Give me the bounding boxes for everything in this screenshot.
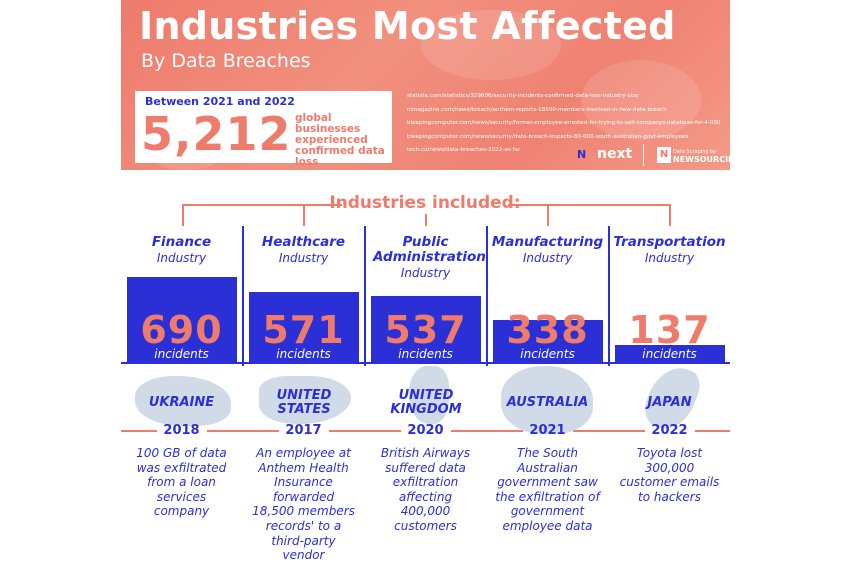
stat-label: Between 2021 and 2022 (145, 95, 295, 108)
incident-description: 100 GB of data was exfiltrated from a lo… (136, 446, 227, 519)
bracket-line (182, 204, 342, 206)
country-name: UKRAINE (148, 395, 215, 410)
stat-box: Between 2021 and 2022 5,212 global busin… (135, 91, 392, 168)
incident-count: 690 (140, 308, 223, 352)
bar-baseline (121, 362, 730, 364)
column-separator (486, 226, 488, 366)
industry-sub: Industry (522, 251, 573, 265)
incident-year: 2021 (529, 423, 566, 438)
incident-label: incidents (520, 347, 575, 361)
incident-year: 2017 (285, 423, 322, 438)
incident-bar (249, 292, 359, 362)
header-banner: Industries Most Affected By Data Breache… (121, 0, 730, 170)
ukraine-map-icon (135, 376, 231, 426)
sources-list: statista.com/statistics/329606/security-… (407, 90, 721, 158)
newsourcing-logo-icon: N (657, 147, 671, 163)
incident-year: 2018 (163, 423, 200, 438)
bracket-tick (425, 214, 427, 226)
industry-sub: Industry (156, 251, 207, 265)
incident-count: 571 (262, 308, 345, 352)
logo-divider (643, 144, 644, 166)
incident-count: 338 (506, 308, 589, 352)
industry-column-manufacturing: Manufacturing Industry 338 incidents AUS… (487, 226, 608, 560)
industry-column-transportation: Transportation Industry 137 incidents JA… (609, 226, 730, 560)
bracket-line (508, 204, 670, 206)
incident-bar (127, 277, 237, 362)
decor-blob (581, 60, 701, 140)
column-separator (364, 226, 366, 366)
industry-column-finance: Finance Industry 690 incidents UKRAINE 2… (121, 226, 242, 560)
incident-label: incidents (642, 347, 697, 361)
industry-sub: Industry (644, 251, 695, 265)
industry-name: Transportation (613, 234, 726, 250)
country-name: UNITED KINGDOM (390, 388, 462, 417)
industry-name: Manufacturing (491, 234, 604, 250)
incident-label: incidents (398, 347, 453, 361)
incident-bar (371, 296, 481, 362)
industry-column-healthcare: Healthcare Industry 571 incidents UNITED… (243, 226, 364, 563)
incident-description: British Airways suffered data exfiltrati… (380, 446, 471, 533)
incident-bar (615, 345, 725, 362)
industry-sub: Industry (278, 251, 329, 265)
industry-name: Healthcare (261, 234, 346, 250)
australia-map-icon (501, 366, 593, 434)
source-link[interactable]: bleepingcomputer.com/news/security/data-… (407, 133, 689, 140)
incident-count: 537 (384, 308, 467, 352)
incident-description: An employee at Anthem Health Insurance f… (252, 446, 355, 563)
page-title: Industries Most Affected (139, 4, 676, 48)
incident-description: The South Australian government saw the … (495, 446, 600, 533)
next-logo: next (597, 146, 633, 162)
incident-count: 137 (628, 308, 711, 352)
column-separator (242, 226, 244, 366)
source-link[interactable]: nimagazine.com/news/breach/anthem-report… (407, 106, 667, 113)
page-subtitle: By Data Breaches (141, 50, 311, 72)
industry-sub: Industry (400, 266, 451, 280)
decor-blob (421, 10, 561, 80)
industry-name: Public Administration (373, 234, 486, 265)
uk-map-icon (409, 366, 449, 424)
bracket-tick (182, 204, 184, 226)
incident-description: Toyota lost 300,000 customer emails to h… (619, 446, 720, 504)
bracket-tick (303, 204, 305, 226)
bracket-tick (669, 204, 671, 226)
section-title: Industries included: (329, 193, 521, 213)
next-logo-icon: N (577, 148, 586, 161)
country-name: AUSTRALIA (506, 395, 589, 410)
year-bg (157, 421, 207, 441)
stat-description: global businesses experienced confirmed … (295, 112, 385, 168)
country-name: JAPAN (647, 395, 692, 410)
incident-year: 2020 (407, 423, 444, 438)
source-link[interactable]: tech.co/news/data-breaches-2022-so-far (407, 147, 521, 153)
incident-bar (493, 320, 603, 362)
year-bg (279, 421, 329, 441)
incident-label: incidents (276, 347, 331, 361)
column-separator (608, 226, 610, 366)
source-link[interactable]: statista.com/statistics/329606/security-… (407, 93, 639, 99)
industry-column-public-administration: Public Administration Industry 537 incid… (365, 226, 486, 560)
usa-map-icon (259, 376, 351, 424)
stat-number: 5,212 (141, 107, 292, 161)
year-bg (401, 421, 451, 441)
incident-year: 2022 (651, 423, 688, 438)
industry-name: Finance (151, 234, 212, 250)
country-name: UNITED STATES (276, 388, 332, 417)
incident-label: incidents (154, 347, 209, 361)
bracket-tick (547, 204, 549, 226)
source-link[interactable]: bleepingcomputer.com/news/security/forme… (407, 120, 721, 126)
newsourcing-logo: Data Scraping byNEWSOURCING (673, 149, 730, 164)
